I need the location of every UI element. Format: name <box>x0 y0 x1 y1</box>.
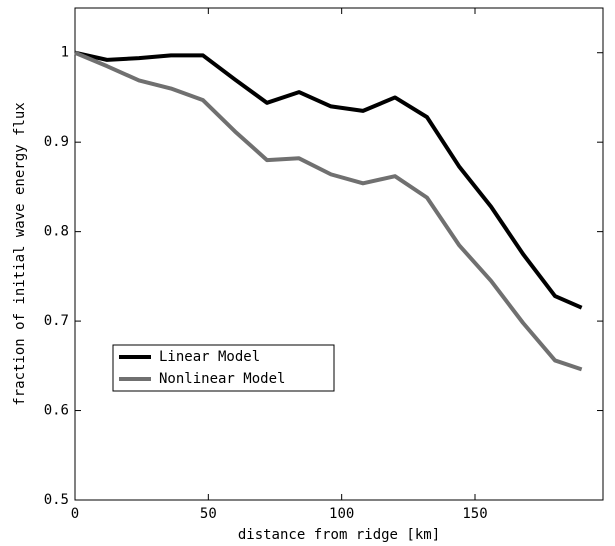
line-series <box>74 50 583 310</box>
y-axis-label: fraction of initial wave energy flux <box>12 102 28 405</box>
legend-box <box>112 344 335 392</box>
x-tick-label: 150 <box>462 506 487 522</box>
x-tick-label: 0 <box>71 506 79 522</box>
x-axis-label: distance from ridge [km] <box>238 527 440 543</box>
y-tick-label: 0.9 <box>44 134 69 150</box>
y-tick-label: 0.5 <box>44 492 69 508</box>
y-tick-label: 0.8 <box>44 224 69 240</box>
y-tick-label: 0.7 <box>44 313 69 329</box>
legend-label: Nonlinear Model <box>159 371 285 387</box>
plot-frame <box>74 7 604 501</box>
legend-label: Linear Model <box>159 349 260 365</box>
line-series <box>74 50 583 372</box>
y-tick-label: 1 <box>61 45 69 61</box>
x-tick-label: 100 <box>329 506 354 522</box>
y-tick-label: 0.6 <box>44 403 69 419</box>
x-tick-label: 50 <box>200 506 217 522</box>
